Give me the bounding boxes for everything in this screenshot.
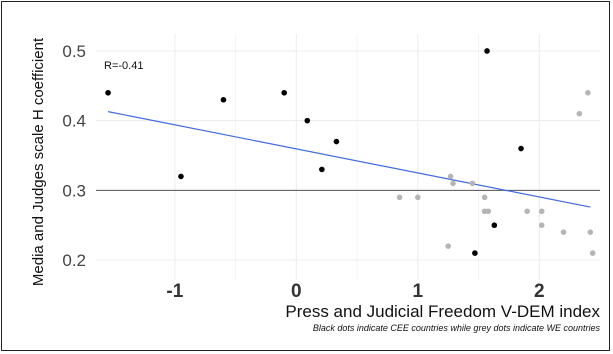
point-we-6 xyxy=(481,194,488,201)
y-tick-labels: 0.2 0.3 0.4 0.5 xyxy=(62,42,86,270)
point-we-1 xyxy=(415,194,421,201)
point-we-8 xyxy=(485,208,492,215)
x-axis-label: Press and Judicial Freedom V-DEM index xyxy=(285,302,600,321)
point-we-11 xyxy=(538,222,545,229)
point-cee-4 xyxy=(304,117,311,124)
x-tick-label-2: 1 xyxy=(413,281,424,302)
point-cee-7 xyxy=(472,250,478,256)
point-cee-5 xyxy=(319,166,325,173)
point-we-5 xyxy=(469,180,476,187)
chart-caption: Black dots indicate CEE countries while … xyxy=(313,323,601,333)
y-axis-label: Media and Judges scale H coefficient xyxy=(30,37,47,286)
x-tick-label-3: 2 xyxy=(534,281,545,302)
trend-line xyxy=(107,111,591,208)
point-we-9 xyxy=(524,208,530,215)
correlation-annotation: R=-0.41 xyxy=(104,60,143,72)
point-cee-6 xyxy=(333,138,340,145)
point-we-16 xyxy=(589,250,596,256)
data-points xyxy=(105,48,596,256)
point-cee-2 xyxy=(220,96,227,103)
regression-line xyxy=(107,111,591,208)
point-cee-9 xyxy=(491,222,498,229)
x-tick-label-0: -1 xyxy=(166,281,183,302)
point-cee-0 xyxy=(105,89,111,96)
point-we-0 xyxy=(396,194,403,201)
point-we-4 xyxy=(450,180,456,187)
point-we-12 xyxy=(560,229,567,235)
point-cee-10 xyxy=(518,145,524,152)
point-cee-3 xyxy=(281,89,287,96)
y-tick-label-0: 0.2 xyxy=(62,251,86,270)
point-cee-8 xyxy=(484,48,490,54)
point-we-2 xyxy=(445,243,451,249)
point-we-10 xyxy=(538,208,545,215)
point-we-14 xyxy=(585,89,591,96)
y-tick-label-3: 0.5 xyxy=(62,42,86,61)
point-we-13 xyxy=(576,110,583,117)
point-we-3 xyxy=(447,173,454,180)
x-tick-labels: -1 0 1 2 xyxy=(166,281,544,302)
x-tick-label-1: 0 xyxy=(291,281,302,302)
point-cee-1 xyxy=(178,173,184,180)
point-we-15 xyxy=(587,229,594,235)
y-tick-label-2: 0.4 xyxy=(62,112,86,131)
grid xyxy=(96,34,600,280)
y-tick-label-1: 0.3 xyxy=(62,181,86,200)
